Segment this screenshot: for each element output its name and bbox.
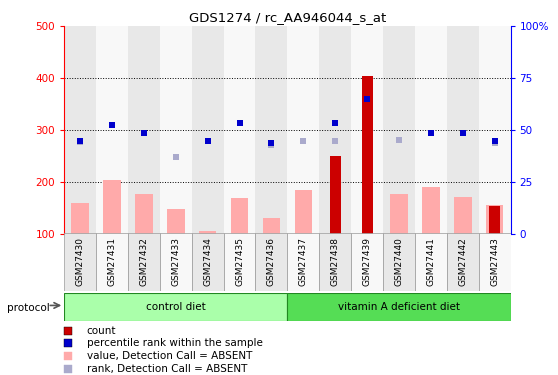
Bar [192,232,224,291]
Bar [486,205,503,234]
Bar [415,232,447,291]
Bar [415,26,447,234]
Bar [224,26,256,234]
Bar [390,194,408,234]
Text: count: count [86,326,116,336]
Bar [103,180,121,234]
Text: GSM27431: GSM27431 [108,237,117,286]
Bar [287,232,319,291]
Bar [287,292,511,321]
Bar [96,232,128,291]
Text: GSM27440: GSM27440 [395,237,403,286]
Bar [256,26,287,234]
Bar [295,190,312,234]
Bar [319,26,351,234]
Text: GSM27441: GSM27441 [426,237,435,286]
Text: protocol: protocol [7,303,50,313]
Bar [135,194,153,234]
Bar [128,26,160,234]
Text: GSM27443: GSM27443 [490,237,499,286]
Bar [71,203,89,234]
Bar [422,186,440,234]
Bar [383,232,415,291]
Bar [64,26,96,234]
Bar [64,232,96,291]
Text: control diet: control diet [146,302,206,312]
Bar [319,232,351,291]
Title: GDS1274 / rc_AA946044_s_at: GDS1274 / rc_AA946044_s_at [189,11,386,24]
Text: GSM27434: GSM27434 [203,237,212,286]
Text: rank, Detection Call = ABSENT: rank, Detection Call = ABSENT [86,364,247,374]
Bar [383,26,415,234]
Bar [263,218,280,234]
Bar [447,26,479,234]
Bar [479,26,511,234]
Bar [287,26,319,234]
Text: GSM27437: GSM27437 [299,237,308,286]
Bar [454,197,472,234]
Bar [167,209,185,234]
Bar [489,206,500,234]
Bar [256,232,287,291]
Text: GSM27442: GSM27442 [458,237,467,286]
Text: GSM27438: GSM27438 [331,237,340,286]
Bar [351,232,383,291]
Bar [447,232,479,291]
Bar [330,156,341,234]
Bar [160,26,192,234]
Text: vitamin A deficient diet: vitamin A deficient diet [338,302,460,312]
Bar [199,231,217,234]
Text: GSM27432: GSM27432 [140,237,148,286]
Text: GSM27439: GSM27439 [363,237,372,286]
Text: GSM27430: GSM27430 [76,237,85,286]
Bar [128,232,160,291]
Bar [362,76,373,234]
Text: value, Detection Call = ABSENT: value, Detection Call = ABSENT [86,351,252,361]
Text: GSM27435: GSM27435 [235,237,244,286]
Bar [192,26,224,234]
Bar [479,232,511,291]
Text: GSM27433: GSM27433 [171,237,180,286]
Text: GSM27436: GSM27436 [267,237,276,286]
Text: percentile rank within the sample: percentile rank within the sample [86,338,262,348]
Bar [231,198,248,234]
Bar [351,26,383,234]
Bar [96,26,128,234]
Bar [64,292,287,321]
Bar [224,232,256,291]
Bar [160,232,192,291]
